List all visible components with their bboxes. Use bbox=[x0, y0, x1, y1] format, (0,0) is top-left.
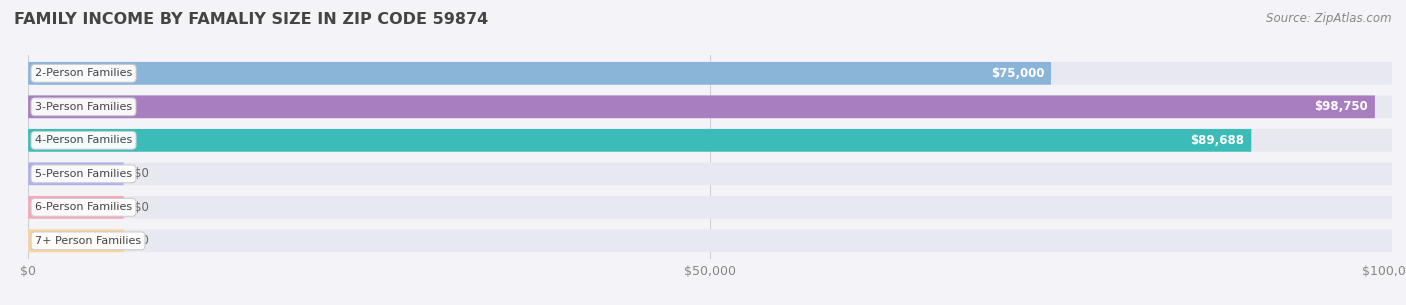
Text: $98,750: $98,750 bbox=[1315, 100, 1368, 113]
FancyBboxPatch shape bbox=[28, 95, 1375, 118]
Text: $0: $0 bbox=[135, 234, 149, 247]
Text: $89,688: $89,688 bbox=[1191, 134, 1244, 147]
FancyBboxPatch shape bbox=[28, 229, 124, 252]
Text: $0: $0 bbox=[135, 167, 149, 180]
FancyBboxPatch shape bbox=[28, 229, 1392, 252]
Text: $75,000: $75,000 bbox=[991, 67, 1045, 80]
FancyBboxPatch shape bbox=[28, 129, 1251, 152]
Text: $0: $0 bbox=[135, 201, 149, 214]
Text: Source: ZipAtlas.com: Source: ZipAtlas.com bbox=[1267, 12, 1392, 25]
FancyBboxPatch shape bbox=[28, 62, 1052, 85]
Text: FAMILY INCOME BY FAMALIY SIZE IN ZIP CODE 59874: FAMILY INCOME BY FAMALIY SIZE IN ZIP COD… bbox=[14, 12, 488, 27]
FancyBboxPatch shape bbox=[28, 95, 1392, 118]
Text: 4-Person Families: 4-Person Families bbox=[35, 135, 132, 145]
Text: 6-Person Families: 6-Person Families bbox=[35, 202, 132, 212]
FancyBboxPatch shape bbox=[28, 163, 1392, 185]
Text: 7+ Person Families: 7+ Person Families bbox=[35, 236, 141, 246]
FancyBboxPatch shape bbox=[28, 196, 124, 219]
FancyBboxPatch shape bbox=[28, 129, 1392, 152]
FancyBboxPatch shape bbox=[28, 62, 1392, 85]
Text: 2-Person Families: 2-Person Families bbox=[35, 68, 132, 78]
FancyBboxPatch shape bbox=[28, 163, 124, 185]
Text: 5-Person Families: 5-Person Families bbox=[35, 169, 132, 179]
FancyBboxPatch shape bbox=[28, 196, 1392, 219]
Text: 3-Person Families: 3-Person Families bbox=[35, 102, 132, 112]
